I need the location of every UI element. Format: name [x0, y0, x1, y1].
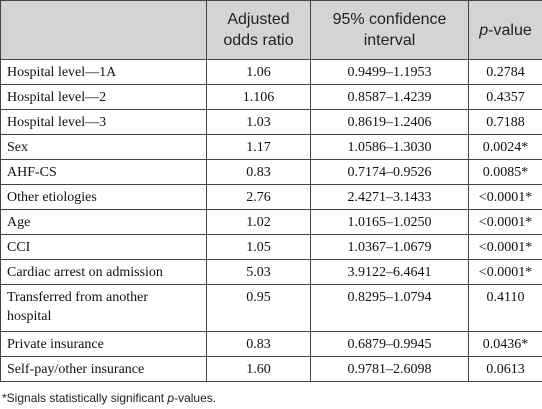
row-label: Age — [0, 209, 207, 235]
table-row: Transferred from another hospital 0.95 0.… — [0, 284, 542, 332]
p-value-cell: 0.2784 — [468, 59, 542, 85]
row-label: Self-pay/other insurance — [0, 356, 207, 382]
table-footnote: *Signals statistically significant p-val… — [2, 390, 216, 406]
table-row: Sex 1.17 1.0586–1.3030 0.0024* — [0, 134, 542, 160]
p-value-cell: 0.7188 — [468, 109, 542, 135]
confidence-interval-cell: 3.9122–6.4641 — [310, 259, 469, 285]
table-row: CCI 1.05 1.0367–1.0679 <0.0001* — [0, 234, 542, 260]
footnote-p-italic: p — [167, 391, 175, 405]
odds-ratio-cell: 1.02 — [206, 209, 311, 235]
table-row: Other etiologies 2.76 2.4271–3.1433 <0.0… — [0, 184, 542, 210]
odds-ratio-cell: 1.06 — [206, 59, 311, 85]
row-label-line: hospital — [7, 309, 52, 324]
p-value-cell: <0.0001* — [468, 209, 542, 235]
odds-ratio-cell: 1.60 — [206, 356, 311, 382]
confidence-interval-cell: 2.4271–3.1433 — [310, 184, 469, 210]
table-row: Age 1.02 1.0165–1.0250 <0.0001* — [0, 209, 542, 235]
confidence-interval-cell: 1.0367–1.0679 — [310, 234, 469, 260]
confidence-interval-cell: 0.8295–1.0794 — [310, 284, 469, 332]
header-variable — [0, 0, 207, 60]
p-value-cell: 0.0613 — [468, 356, 542, 382]
confidence-interval-cell: 0.8619–1.2406 — [310, 109, 469, 135]
table-row: Hospital level—3 1.03 0.8619–1.2406 0.71… — [0, 109, 542, 135]
header-line: odds ratio — [223, 32, 294, 49]
header-line: interval — [363, 32, 416, 49]
odds-ratio-cell: 1.03 — [206, 109, 311, 135]
row-label: Sex — [0, 134, 207, 160]
header-confidence-interval: 95% confidence interval — [310, 0, 469, 60]
table-row: Hospital level—1A 1.06 0.9499–1.1953 0.2… — [0, 59, 542, 85]
row-label: AHF-CS — [0, 159, 207, 185]
confidence-interval-cell: 1.0165–1.0250 — [310, 209, 469, 235]
p-value-cell: <0.0001* — [468, 234, 542, 260]
confidence-interval-cell: 0.8587–1.4239 — [310, 84, 469, 110]
header-line: 95% confidence — [332, 11, 447, 28]
table-row: Private insurance 0.83 0.6879–0.9945 0.0… — [0, 331, 542, 357]
footnote-suffix: -values. — [174, 391, 217, 405]
header-p-italic: p — [479, 21, 489, 39]
footnote-prefix: *Signals statistically significant — [2, 391, 168, 405]
odds-ratio-table: Adjusted odds ratio 95% confidence inter… — [0, 0, 542, 382]
row-label: CCI — [0, 234, 207, 260]
odds-ratio-cell: 1.17 — [206, 134, 311, 160]
row-label: Hospital level—2 — [0, 84, 207, 110]
confidence-interval-cell: 0.9781–2.6098 — [310, 356, 469, 382]
confidence-interval-cell: 1.0586–1.3030 — [310, 134, 469, 160]
p-value-cell: 0.4110 — [468, 284, 542, 332]
row-label: Cardiac arrest on admission — [0, 259, 207, 285]
results-table-container: Adjusted odds ratio 95% confidence inter… — [0, 0, 542, 382]
odds-ratio-cell: 1.106 — [206, 84, 311, 110]
odds-ratio-cell: 0.95 — [206, 284, 311, 332]
odds-ratio-cell: 2.76 — [206, 184, 311, 210]
p-value-cell: 0.0436* — [468, 331, 542, 357]
row-label: Private insurance — [0, 331, 207, 357]
row-label: Hospital level—3 — [0, 109, 207, 135]
confidence-interval-cell: 0.7174–0.9526 — [310, 159, 469, 185]
row-label-line: Transferred from another — [7, 290, 148, 305]
table-row: Hospital level—2 1.106 0.8587–1.4239 0.4… — [0, 84, 542, 110]
odds-ratio-cell: 1.05 — [206, 234, 311, 260]
p-value-cell: 0.4357 — [468, 84, 542, 110]
header-adjusted-odds-ratio: Adjusted odds ratio — [206, 0, 311, 60]
p-value-cell: 0.0085* — [468, 159, 542, 185]
table-row: AHF-CS 0.83 0.7174–0.9526 0.0085* — [0, 159, 542, 185]
odds-ratio-cell: 0.83 — [206, 331, 311, 357]
p-value-cell: <0.0001* — [468, 259, 542, 285]
header-p-suffix: -value — [488, 21, 532, 39]
odds-ratio-cell: 0.83 — [206, 159, 311, 185]
odds-ratio-cell: 5.03 — [206, 259, 311, 285]
row-label: Other etiologies — [0, 184, 207, 210]
confidence-interval-cell: 0.6879–0.9945 — [310, 331, 469, 357]
table-row: Self-pay/other insurance 1.60 0.9781–2.6… — [0, 356, 542, 382]
p-value-cell: 0.0024* — [468, 134, 542, 160]
header-line: Adjusted — [227, 11, 290, 28]
p-value-cell: <0.0001* — [468, 184, 542, 210]
table-row: Cardiac arrest on admission 5.03 3.9122–… — [0, 259, 542, 285]
row-label: Hospital level—1A — [0, 59, 207, 85]
table-header-row: Adjusted odds ratio 95% confidence inter… — [0, 0, 542, 60]
row-label: Transferred from another hospital — [0, 284, 207, 332]
confidence-interval-cell: 0.9499–1.1953 — [310, 59, 469, 85]
header-p-value: p-value — [468, 0, 542, 60]
